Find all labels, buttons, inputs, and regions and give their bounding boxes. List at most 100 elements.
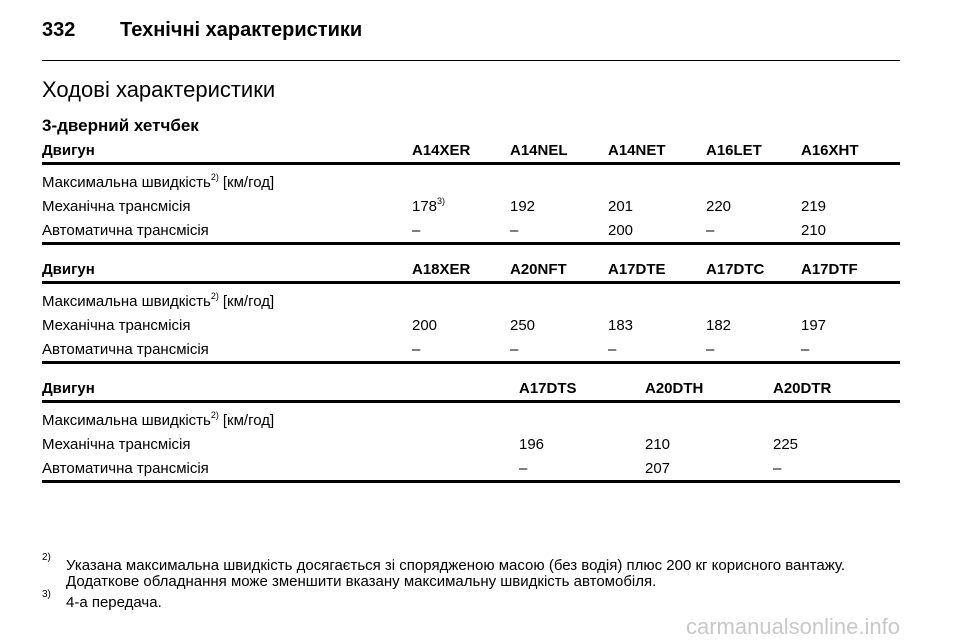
footnote-text: 4-а передача. <box>66 594 162 611</box>
cell-value: – <box>706 342 714 357</box>
watermark: carmanualsonline.info <box>685 614 900 639</box>
cell-value: 207 <box>645 461 670 476</box>
cell-value: 192 <box>510 199 535 214</box>
header-rule <box>42 60 900 61</box>
caption-note: 2) <box>210 291 219 301</box>
cell-text: – <box>773 460 782 477</box>
column-header: A20DTR <box>773 380 832 397</box>
cell-note: 3) <box>437 196 446 206</box>
subsection-title: 3-дверний хетчбек <box>42 116 199 135</box>
row-caption: Максимальна швидкість2) [км/год] <box>42 410 275 429</box>
cell-text: 183 <box>608 317 634 334</box>
caption-text: Максимальна швидкість <box>42 293 211 310</box>
cell-value: 210 <box>645 437 670 452</box>
column-header: Двигун <box>42 142 95 159</box>
cell-text: 178 <box>412 198 438 215</box>
cell-text: 201 <box>608 198 634 215</box>
cell-text: 210 <box>801 222 827 239</box>
cell-value: – <box>510 223 518 238</box>
row-caption: Максимальна швидкість2) [км/год] <box>42 173 275 191</box>
cell-text: 219 <box>801 198 827 215</box>
caption-unit: [км/год] <box>222 293 275 310</box>
column-header: A16XHT <box>801 142 859 159</box>
cell-value: 220 <box>706 199 731 214</box>
cell-text: Автоматична трансмісія <box>42 222 209 239</box>
cell-text: 207 <box>645 460 671 477</box>
cell-text: – <box>412 222 421 239</box>
cell-value: 1783) <box>412 196 446 215</box>
cell-text: 192 <box>510 198 536 215</box>
column-header: A20DTH <box>645 380 704 397</box>
column-header: A20NFT <box>510 261 567 278</box>
column-header: A14NET <box>608 142 666 159</box>
cell-text: – <box>608 341 617 358</box>
caption-unit: [км/год] <box>222 174 275 191</box>
cell-value: 183 <box>608 318 633 333</box>
column-header: Двигун <box>42 380 95 397</box>
caption-text: Максимальна швидкість <box>42 174 211 191</box>
cell-text: 200 <box>412 317 438 334</box>
page-number: 332 <box>42 19 76 41</box>
cell-value: 210 <box>801 223 826 238</box>
row-label: Автоматична трансмісія <box>42 223 209 238</box>
cell-text: – <box>510 222 519 239</box>
column-header: A14NEL <box>510 142 568 159</box>
cell-value: 200 <box>608 223 633 238</box>
cell-value: – <box>412 342 420 357</box>
cell-text: – <box>801 341 810 358</box>
column-header: A17DTC <box>706 261 765 278</box>
cell-value: 250 <box>510 318 535 333</box>
table-bottom-rule <box>42 361 900 364</box>
cell-text: 250 <box>510 317 536 334</box>
table-bottom-rule <box>42 242 900 245</box>
header-rule <box>42 162 900 165</box>
footnote-mark: 3) <box>42 589 51 600</box>
row-label: Механічна трансмісія <box>42 437 191 452</box>
cell-value: – <box>519 461 527 476</box>
row-caption: Максимальна швидкість2) [км/год] <box>42 291 275 310</box>
column-header: A18XER <box>412 261 471 278</box>
cell-text: 197 <box>801 317 827 334</box>
row-label: Механічна трансмісія <box>42 199 191 214</box>
cell-text: 182 <box>706 317 732 334</box>
page-title: Технічні характеристики <box>120 19 363 41</box>
column-header: A14XER <box>412 142 471 159</box>
cell-value: 197 <box>801 318 826 333</box>
cell-text: Автоматична трансмісія <box>42 460 209 477</box>
cell-text: – <box>706 222 715 239</box>
cell-value: 219 <box>801 199 826 214</box>
column-header: Двигун <box>42 261 95 278</box>
cell-value: 201 <box>608 199 633 214</box>
row-label: Автоматична трансмісія <box>42 342 209 357</box>
caption-unit: [км/год] <box>222 412 275 429</box>
row-label: Механічна трансмісія <box>42 318 191 333</box>
caption-note: 2) <box>210 410 219 420</box>
caption-text: Максимальна швидкість <box>42 412 211 429</box>
cell-value: – <box>706 223 714 238</box>
cell-value: 225 <box>773 437 798 452</box>
column-header: A17DTF <box>801 261 858 278</box>
cell-text: – <box>412 341 421 358</box>
cell-value: 200 <box>412 318 437 333</box>
cell-text: Механічна трансмісія <box>42 317 191 334</box>
header-rule <box>42 281 900 284</box>
footnote-mark: 2) <box>42 552 51 563</box>
cell-value: 196 <box>519 437 544 452</box>
footnote-text: Указана максимальна швидкість досягаєтьс… <box>66 557 846 590</box>
cell-text: – <box>510 341 519 358</box>
row-label: Автоматична трансмісія <box>42 461 209 476</box>
cell-text: Автоматична трансмісія <box>42 341 209 358</box>
header-rule <box>42 400 900 403</box>
cell-text: 200 <box>608 222 634 239</box>
cell-text: 196 <box>519 436 545 453</box>
cell-value: 182 <box>706 318 731 333</box>
section-title: Ходові характеристики <box>42 77 276 102</box>
cell-text: Механічна трансмісія <box>42 198 191 215</box>
cell-text: 220 <box>706 198 732 215</box>
cell-value: – <box>773 461 781 476</box>
cell-value: – <box>412 223 420 238</box>
column-header: A17DTE <box>608 261 666 278</box>
cell-value: – <box>608 342 616 357</box>
cell-value: – <box>510 342 518 357</box>
